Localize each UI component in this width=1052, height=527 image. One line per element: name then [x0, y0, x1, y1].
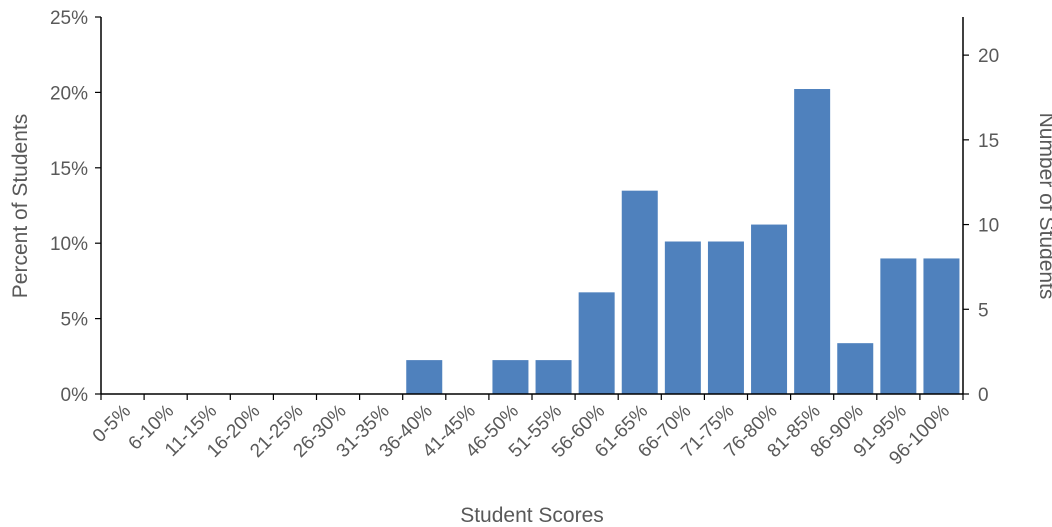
bar-9	[492, 360, 529, 394]
bar-17	[837, 343, 874, 394]
right-y-tick-label: 0	[978, 385, 989, 406]
left-y-axis-ticks: 0% 5% 10% 15% 20% 25%	[50, 8, 101, 406]
left-y-tick-label: 0%	[61, 385, 89, 406]
right-y-axis-title: Number of Students	[1035, 113, 1052, 300]
bar-13	[664, 241, 701, 394]
left-y-tick-label: 20%	[50, 83, 88, 104]
bar-19	[923, 258, 960, 394]
bar-14	[707, 241, 744, 394]
right-y-tick-label: 5	[978, 300, 989, 321]
bar-18	[880, 258, 917, 394]
bar-7	[406, 360, 443, 394]
bar-10	[535, 360, 572, 394]
right-y-axis-ticks: 0 5 10 15 20	[963, 46, 999, 406]
bar-15	[751, 224, 788, 394]
left-y-tick-label: 15%	[50, 159, 88, 180]
right-y-tick-label: 15	[978, 131, 999, 152]
right-y-tick-label: 10	[978, 216, 999, 237]
bar-16	[794, 89, 831, 394]
bar-12	[621, 190, 658, 394]
bar-11	[578, 292, 615, 394]
left-y-tick-label: 25%	[50, 8, 88, 29]
bars-group	[406, 89, 960, 394]
right-y-tick-label: 20	[978, 46, 999, 67]
left-y-tick-label: 5%	[61, 310, 89, 331]
left-y-tick-label: 10%	[50, 234, 88, 255]
x-axis-title: Student Scores	[460, 504, 604, 527]
x-axis-ticks: 0-5%6-10%11-15%16-20%21-25%26-30%31-35%3…	[89, 394, 964, 469]
left-y-axis-title: Percent of Students	[9, 114, 32, 298]
